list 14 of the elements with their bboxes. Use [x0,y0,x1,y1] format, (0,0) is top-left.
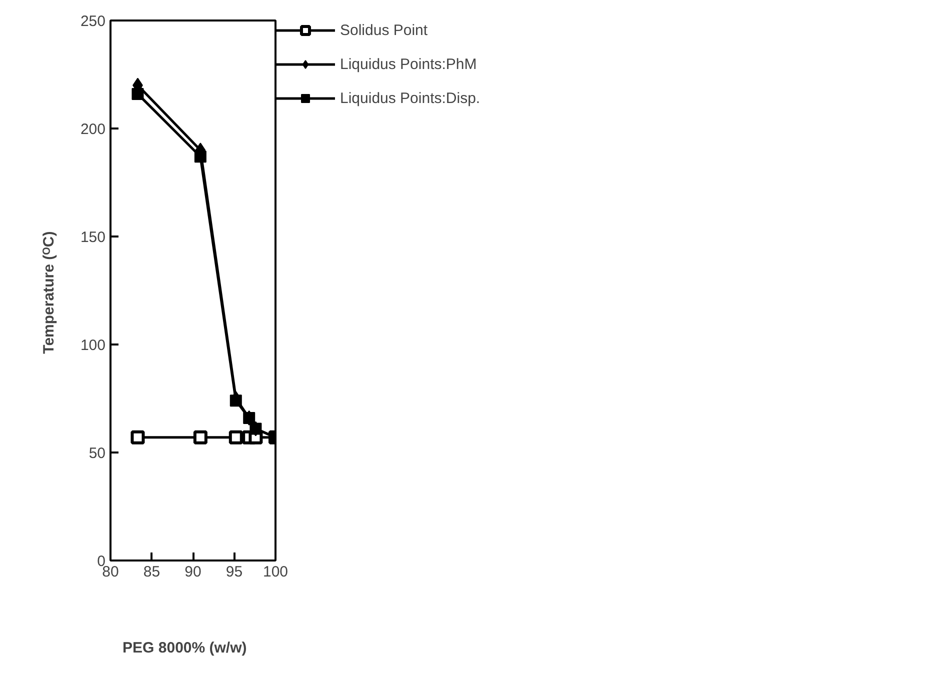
legend-label: Liquidus Points:Disp. [340,90,480,106]
legend-label: Liquidus Points:PhM [340,56,477,72]
y-tick-label: 100 [80,337,106,354]
x-axis-title: PEG 8000% (w/w) [122,640,247,656]
x-tick-label: 90 [184,564,202,580]
y-tick-label: 200 [80,121,106,138]
y-axis-title: Temperature (ᴼC) [40,231,58,354]
y-tick-label: 150 [80,229,106,246]
x-tick-label: 85 [143,564,160,580]
x-tick-label: 100 [262,564,288,580]
y-tick-label: 250 [80,13,106,30]
y-tick-label: 50 [88,445,106,462]
x-tick-label: 95 [226,564,243,580]
legend-label: Solidus Point [340,22,428,38]
